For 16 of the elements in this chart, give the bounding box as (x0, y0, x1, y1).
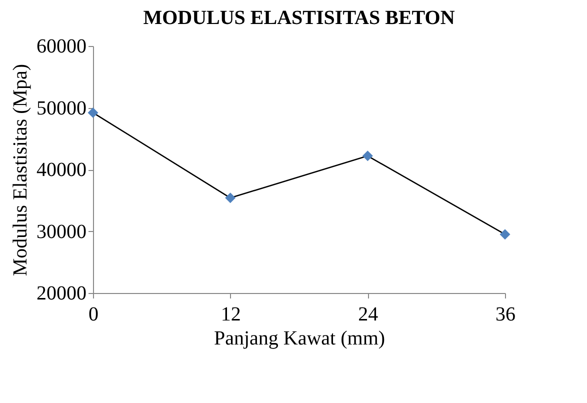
x-tick-label: 0 (88, 304, 98, 326)
y-tick-label: 30000 (36, 220, 86, 243)
x-tick-label: 36 (496, 304, 516, 326)
y-tick-label: 50000 (36, 97, 86, 120)
point (362, 150, 373, 162)
point (500, 229, 510, 240)
y-tick-label: 60000 (36, 36, 86, 58)
x-tick-label: 24 (358, 304, 378, 326)
point (225, 192, 236, 204)
y-tick-label: 20000 (36, 282, 86, 304)
y-tick-label: 40000 (36, 159, 86, 181)
chart-title: MODULUS ELASTISITAS BETON (143, 7, 456, 29)
y-axis-title: Modulus Elastisitas (Mpa) (10, 64, 32, 276)
point (88, 107, 98, 118)
x-axis-title: Panjang Kawat (mm) (214, 328, 386, 350)
x-tick-label: 12 (220, 304, 241, 326)
